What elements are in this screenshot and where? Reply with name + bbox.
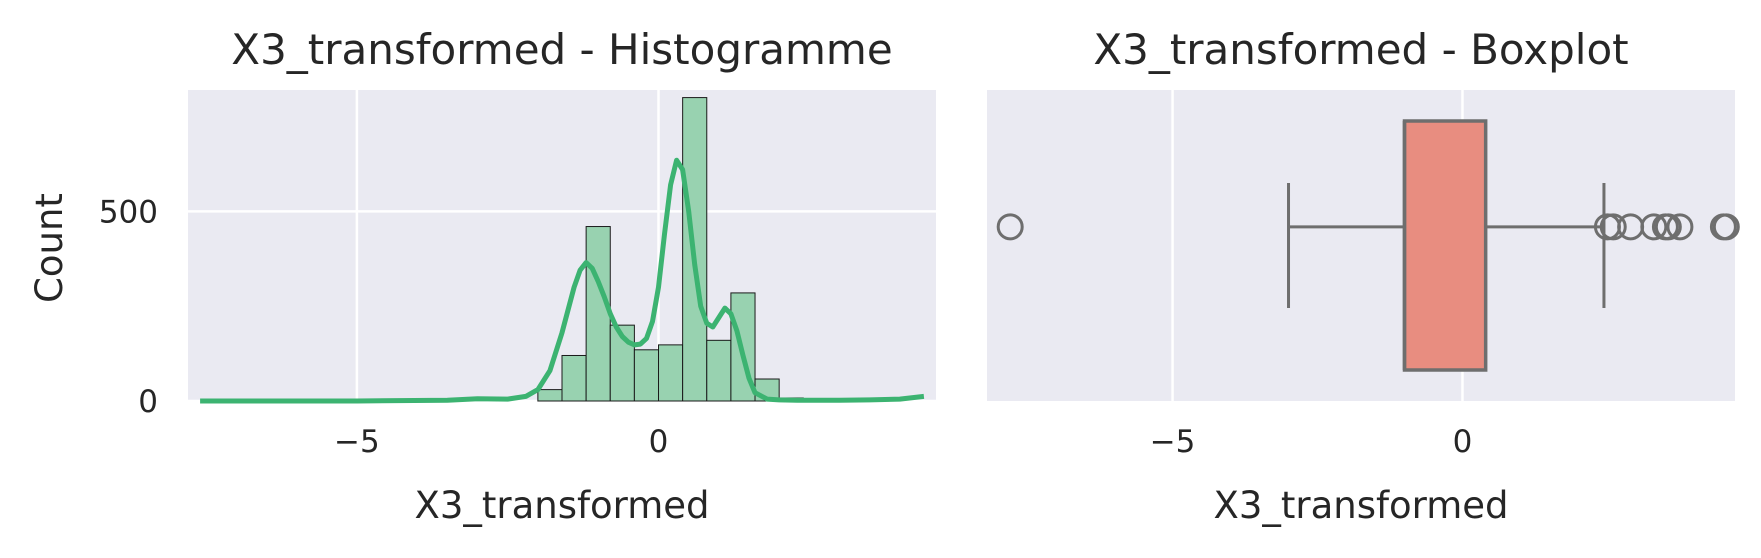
histogram-x-tick-label: −5 [334, 424, 380, 460]
histogram-x-tick-label: 0 [649, 424, 669, 460]
boxplot-x-tick-label: −5 [1150, 424, 1196, 460]
boxplot-panel: X3_transformed - Boxplot −5 0 X3_transfor… [987, 25, 1740, 527]
boxplot-title: X3_transformed - Boxplot [1093, 25, 1628, 74]
histogram-y-ticks: 0 500 [99, 194, 158, 420]
boxplot-body [1287, 119, 1606, 372]
boxplot-x-axis-label: X3_transformed [1213, 484, 1508, 527]
boxplot-box [1402, 119, 1488, 372]
histogram-x-axis-label: X3_transformed [414, 484, 709, 527]
boxplot-plot-area [987, 90, 1735, 401]
histogram-panel: X3_transformed - Histogramme −5 0 0 500 X3… [28, 25, 936, 527]
boxplot-outlier-point [1654, 213, 1682, 241]
histogram-y-tick-label: 0 [138, 384, 158, 420]
histogram-bar [706, 339, 732, 402]
boxplot-outlier-point [1712, 213, 1740, 241]
histogram-title: X3_transformed - Histogramme [231, 25, 892, 74]
histogram-kde-line [200, 157, 925, 404]
boxplot-x-tick-label: 0 [1453, 424, 1473, 460]
histogram-bar [585, 226, 611, 402]
boxplot-x-ticks: −5 0 [1150, 424, 1473, 460]
boxplot-outlier-point [1666, 213, 1694, 241]
histogram-bar [561, 354, 587, 402]
boxplot-outlier-point [996, 213, 1024, 241]
histogram-bar [658, 344, 684, 402]
histogram-y-tick-label: 500 [99, 194, 158, 230]
boxplot-outlier-point [1599, 213, 1627, 241]
histogram-plot-area [188, 90, 936, 401]
histogram-bar [537, 389, 563, 402]
histogram-x-ticks: −5 0 [334, 424, 668, 460]
boxplot-outlier-point [1640, 213, 1668, 241]
histogram-y-axis-label: Count [28, 193, 71, 303]
histogram-bar [633, 349, 660, 402]
boxplot-outliers [996, 213, 1740, 241]
